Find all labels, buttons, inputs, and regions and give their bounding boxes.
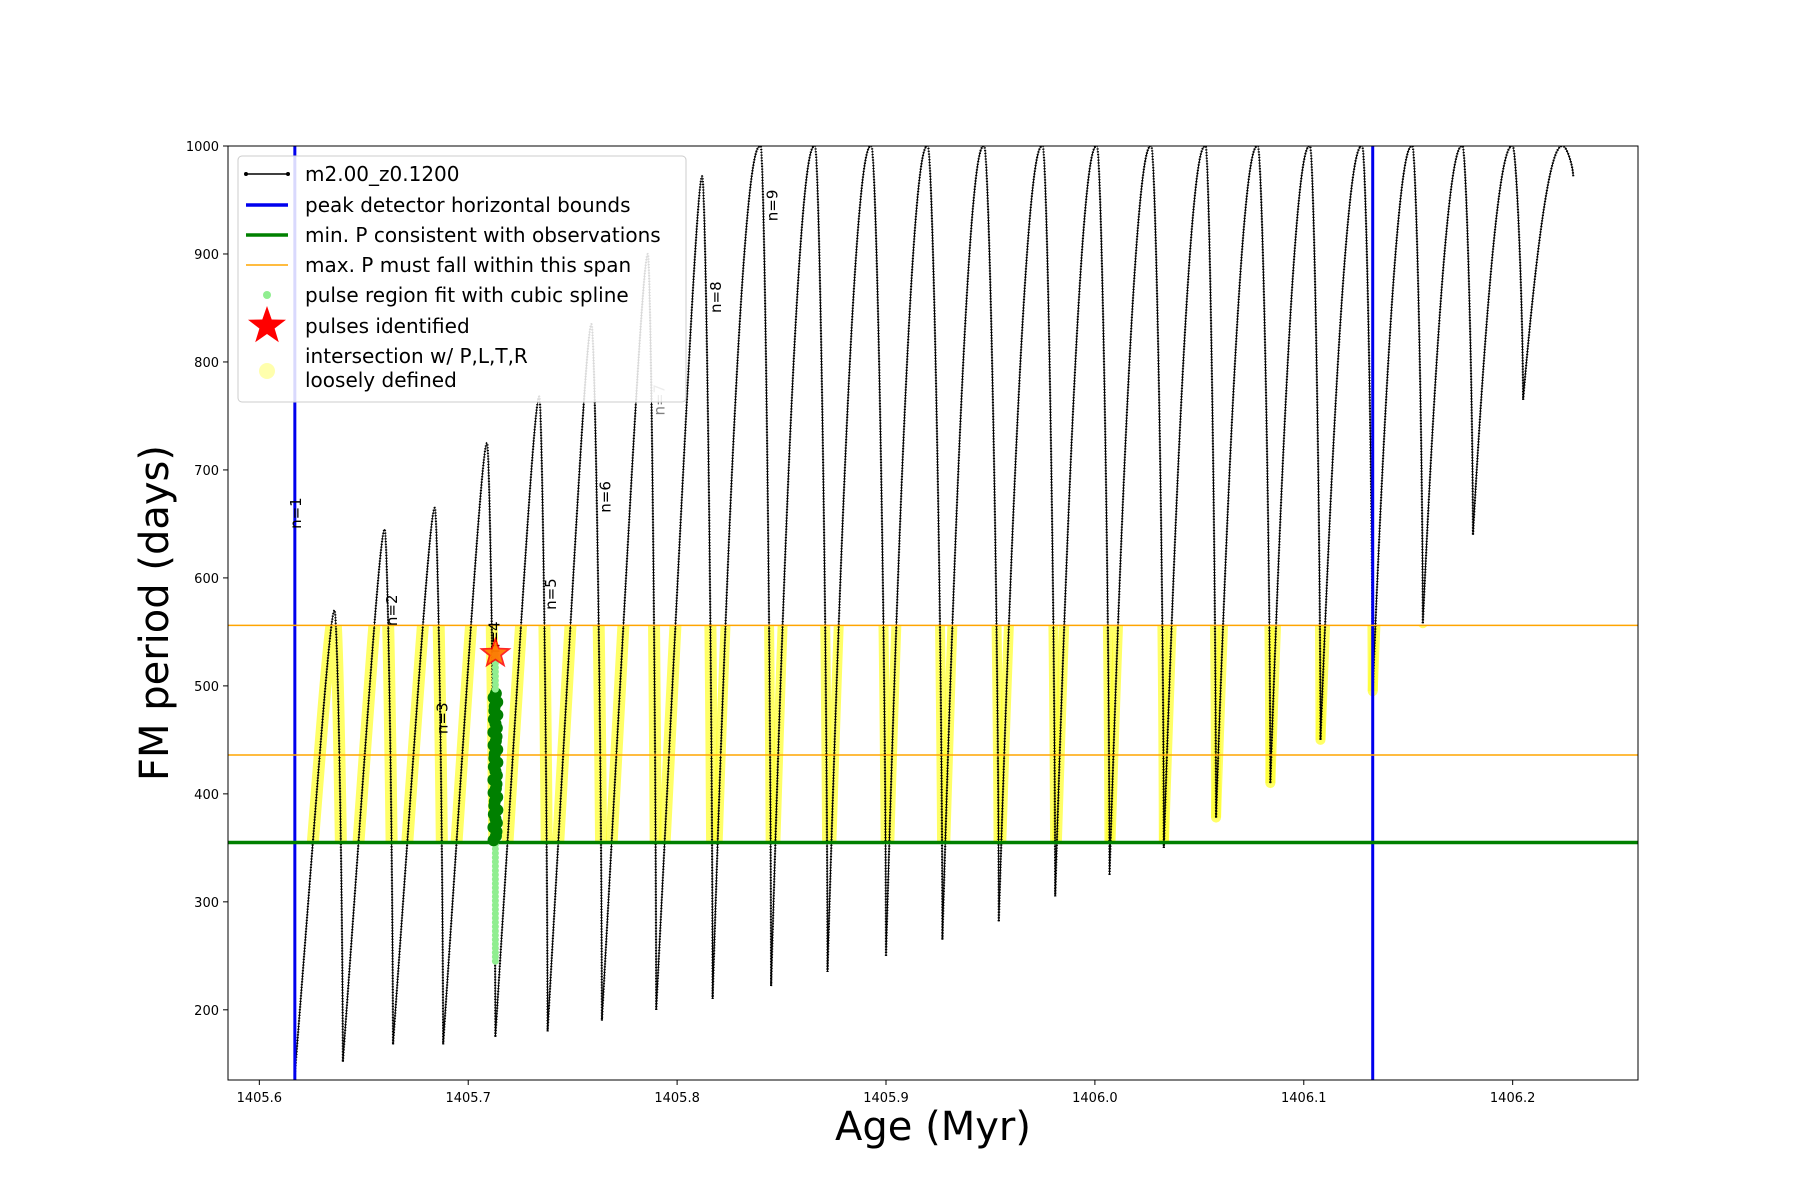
legend-handle-marker (286, 172, 290, 176)
y-tick-label: 200 (194, 1004, 219, 1019)
pulse-label: n=6 (596, 481, 614, 513)
x-tick-label: 1405.9 (863, 1091, 909, 1106)
legend-label: pulse region fit with cubic spline (305, 283, 629, 307)
x-tick-label: 1405.8 (654, 1091, 700, 1106)
legend-label: loosely defined (305, 368, 457, 392)
pulse-label: n=9 (763, 190, 781, 222)
identified-pulses (479, 636, 512, 668)
legend-handle-marker (244, 172, 248, 176)
model-pulse-line (342, 528, 394, 1062)
y-tick-label: 700 (194, 464, 219, 479)
legend-label: max. P must fall within this span (305, 253, 631, 277)
model-pulse-line (294, 609, 344, 1075)
legend-box (237, 155, 687, 403)
y-tick-label: 400 (194, 788, 219, 803)
legend-label: intersection w/ P,L,T,R (305, 344, 528, 368)
y-axis-title: FM period (days) (132, 445, 178, 781)
pulse-star-inner (484, 641, 507, 664)
y-tick-label: 900 (194, 248, 219, 263)
pulse-label: n=4 (486, 621, 504, 653)
plot-frame (227, 145, 1639, 1081)
y-tick-label: 500 (194, 680, 219, 695)
y-tick-label: 600 (194, 572, 219, 587)
x-tick-label: 1406.1 (1281, 1091, 1327, 1106)
model-pulse-line (392, 507, 444, 1045)
x-tick-label: 1406.2 (1490, 1091, 1536, 1106)
pulse-label: n=8 (707, 281, 725, 313)
y-tick-label: 300 (194, 896, 219, 911)
pulse-label: n=2 (383, 594, 401, 626)
legend-label: pulses identified (305, 314, 470, 338)
legend-label: m2.00_z0.1200 (305, 162, 460, 186)
y-tick-label: 800 (194, 356, 219, 371)
pulse-label: n=3 (433, 702, 451, 734)
x-tick-label: 1406.0 (1072, 1091, 1118, 1106)
legend-handle-dot (263, 291, 271, 299)
model-pulse-line (712, 146, 772, 1000)
pulse-label: n=1 (287, 497, 305, 529)
legend-handle-star (248, 306, 286, 343)
model-pulse-line (1522, 146, 1574, 400)
x-tick-label: 1405.6 (237, 1091, 283, 1106)
model-pulse-line (1054, 146, 1111, 897)
legend-label: min. P consistent with observations (305, 223, 661, 247)
model-pulse-line (655, 175, 714, 1010)
legend-label: peak detector horizontal bounds (305, 193, 631, 217)
spline-fit-points (487, 651, 504, 965)
y-axis-ticks: 200 300 400 500 600 700 800 900 1000 (186, 140, 228, 1019)
x-axis-ticks: 1405.6 1405.7 1405.8 1405.9 1406.0 1406.1 1406… (237, 1080, 1536, 1106)
model-pulse-line (885, 146, 943, 956)
legend-handle-circle (259, 363, 275, 379)
x-axis-title: Age (Myr) (835, 1104, 1031, 1150)
pulse-label: n=5 (542, 578, 560, 610)
x-tick-label: 1405.7 (445, 1091, 491, 1106)
y-tick-label: 1000 (186, 140, 219, 155)
